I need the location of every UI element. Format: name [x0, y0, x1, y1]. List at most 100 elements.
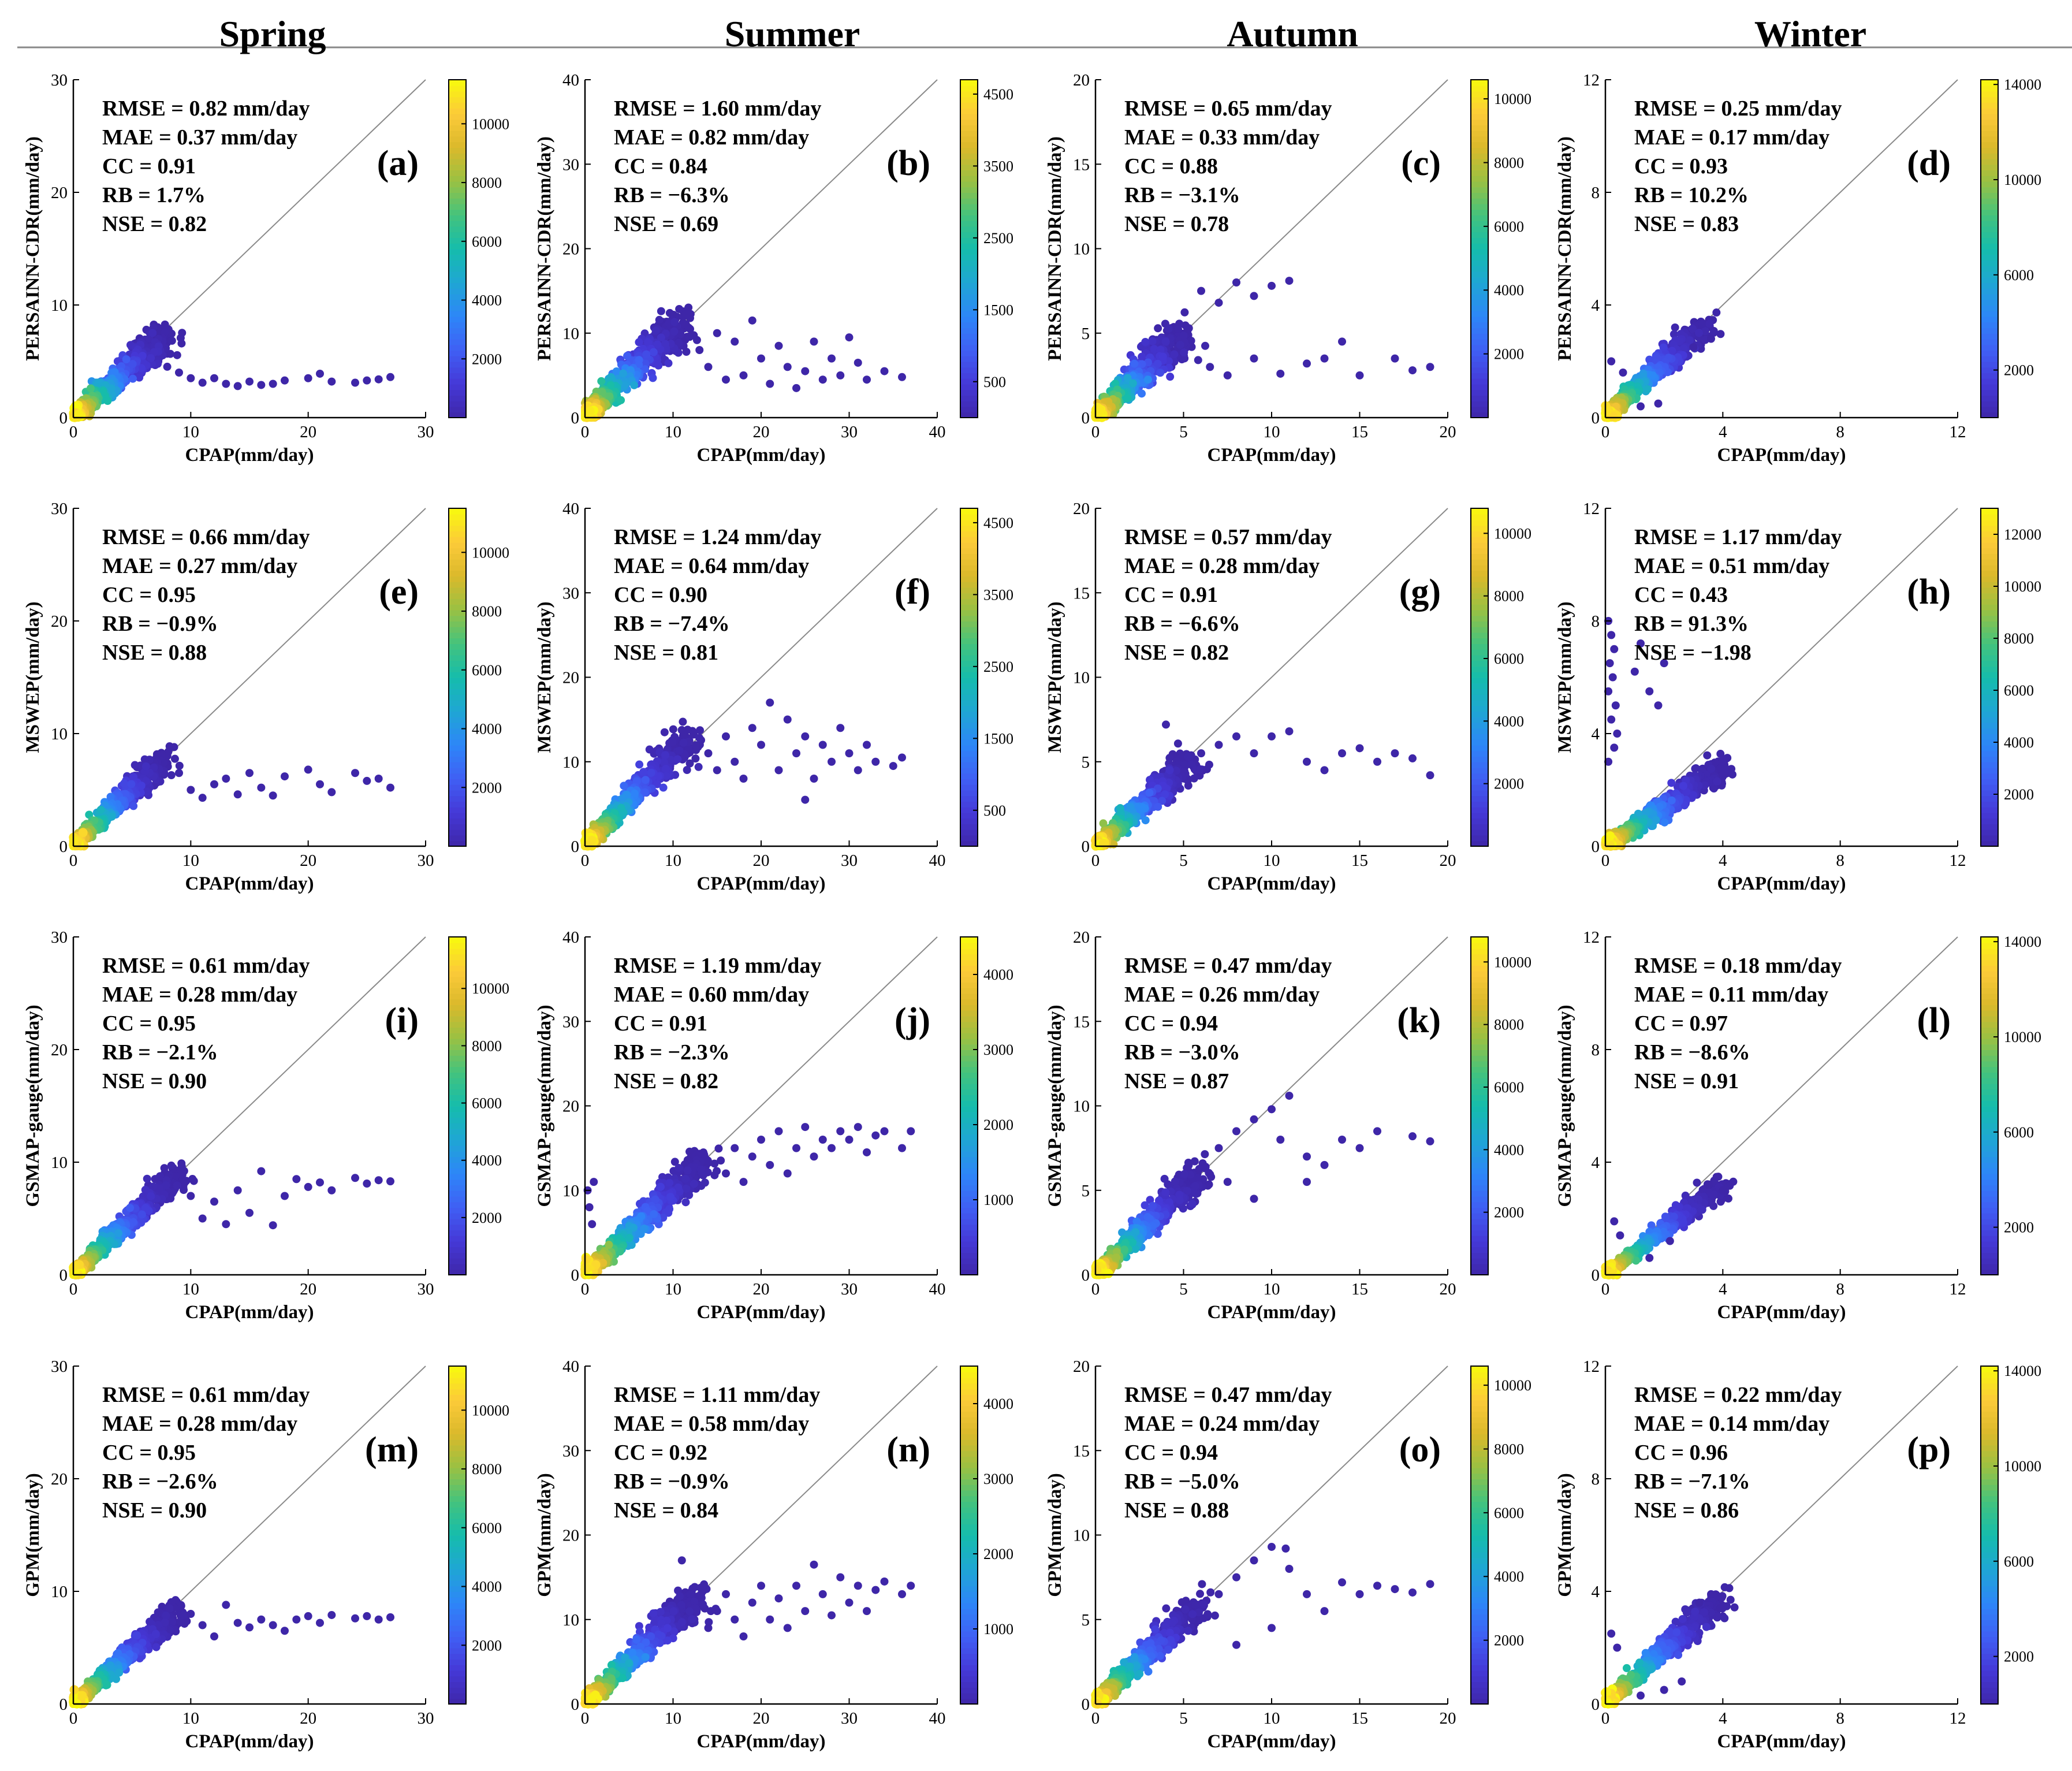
outlier-point	[845, 333, 854, 342]
colorbar-segment	[960, 226, 978, 233]
stat-line: CC = 0.91	[102, 154, 196, 178]
density-point	[1154, 324, 1162, 333]
outlier-point	[222, 380, 230, 388]
colorbar-segment	[449, 237, 466, 244]
stat-line: NSE = 0.78	[1124, 212, 1229, 236]
colorbar-tick-label: 2000	[472, 351, 502, 367]
colorbar-segment	[960, 400, 978, 407]
density-point	[170, 754, 179, 763]
density-point	[176, 334, 185, 343]
y-tick-label: 30	[562, 155, 579, 174]
colorbar-segment	[449, 265, 466, 272]
colorbar-segment	[449, 344, 466, 351]
panel-label: (b)	[886, 144, 930, 183]
colorbar-segment	[1981, 355, 1998, 362]
colorbar-segment	[1471, 395, 1488, 401]
density-point	[86, 384, 95, 393]
density-point	[1138, 352, 1146, 361]
stat-line: MAE = 0.33 mm/day	[1124, 125, 1320, 150]
x-tick-label: 0	[581, 423, 590, 441]
outlier-point	[363, 376, 371, 385]
outlier-point	[1689, 343, 1698, 352]
colorbar-segment	[960, 288, 978, 295]
stat-line: RB = 1.7%	[102, 183, 206, 207]
density-point	[150, 348, 159, 356]
x-tick-label: 0	[69, 423, 78, 441]
colorbar-segment	[1471, 350, 1488, 356]
colorbar-segment	[449, 248, 466, 255]
colorbar-segment	[1471, 152, 1488, 159]
density-point	[122, 355, 131, 364]
density-point	[173, 351, 181, 359]
density-point	[1164, 325, 1173, 333]
density-point	[670, 318, 679, 326]
colorbar-segment	[449, 361, 466, 368]
density-point	[141, 762, 150, 771]
colorbar-segment	[449, 406, 466, 413]
colorbar-segment	[960, 96, 978, 103]
outlier-point	[316, 369, 324, 378]
density-point	[175, 761, 184, 770]
colorbar-segment	[1981, 338, 1998, 345]
colorbar-segment	[449, 328, 466, 334]
colorbar-segment	[960, 277, 978, 283]
colorbar-segment	[449, 198, 466, 204]
density-point	[96, 805, 105, 814]
colorbar-segment	[1471, 400, 1488, 407]
outlier-point	[739, 371, 748, 380]
stat-line: MAE = 0.37 mm/day	[102, 125, 297, 150]
outlier-point	[792, 384, 800, 392]
colorbar-segment	[1471, 328, 1488, 334]
density-point	[681, 320, 690, 329]
density-point	[1179, 332, 1188, 340]
colorbar-segment	[1471, 158, 1488, 165]
colorbar-segment	[960, 293, 978, 300]
season-title-summer: Summer	[725, 13, 860, 54]
stat-line: RMSE = 0.25 mm/day	[1634, 96, 1842, 121]
y-tick-label: 30	[51, 71, 68, 90]
panel-label: (a)	[377, 144, 419, 183]
outlier-point	[1637, 402, 1645, 411]
colorbar-segment	[449, 147, 466, 154]
y-tick-label: 4	[1592, 296, 1600, 315]
colorbar-segment	[1471, 164, 1488, 170]
x-axis-label: CPAP(mm/day)	[696, 445, 825, 466]
stat-line: CC = 0.88	[1124, 154, 1218, 178]
outlier-point	[1654, 399, 1663, 408]
colorbar-segment	[1471, 215, 1488, 221]
x-tick-label: 12	[1950, 423, 1966, 441]
colorbar-segment	[960, 164, 978, 170]
colorbar-segment	[1471, 130, 1488, 137]
y-tick-label: 20	[51, 184, 68, 202]
density-point	[1141, 337, 1150, 346]
colorbar-segment	[960, 102, 978, 109]
y-tick-label: 10	[562, 325, 579, 343]
colorbar-segment	[1981, 125, 1998, 131]
colorbar-segment	[1981, 277, 1998, 283]
colorbar-segment	[1471, 277, 1488, 283]
outlier-point	[757, 354, 765, 363]
density-point	[642, 350, 651, 359]
colorbar-segment	[960, 333, 978, 340]
outlier-point	[783, 363, 792, 371]
x-axis-label: CPAP(mm/day)	[185, 445, 314, 466]
density-point	[1180, 348, 1188, 357]
colorbar-segment	[449, 260, 466, 266]
y-tick-label: 0	[1592, 409, 1600, 427]
density-point	[1716, 330, 1725, 338]
x-tick-label: 30	[418, 423, 434, 441]
colorbar-segment	[1471, 226, 1488, 233]
x-tick-label: 30	[841, 423, 858, 441]
outlier-point	[198, 378, 207, 387]
colorbar-segment	[1981, 260, 1998, 266]
y-axis-label: PERSAINN-CDR(mm/day)	[1045, 136, 1065, 361]
colorbar-segment	[1981, 389, 1998, 396]
colorbar-segment	[960, 152, 978, 159]
colorbar-segment	[1471, 203, 1488, 210]
colorbar-tick-label: 2000	[2004, 362, 2034, 379]
colorbar-segment	[1471, 384, 1488, 390]
colorbar-segment	[1981, 265, 1998, 272]
colorbar-segment	[1471, 271, 1488, 278]
